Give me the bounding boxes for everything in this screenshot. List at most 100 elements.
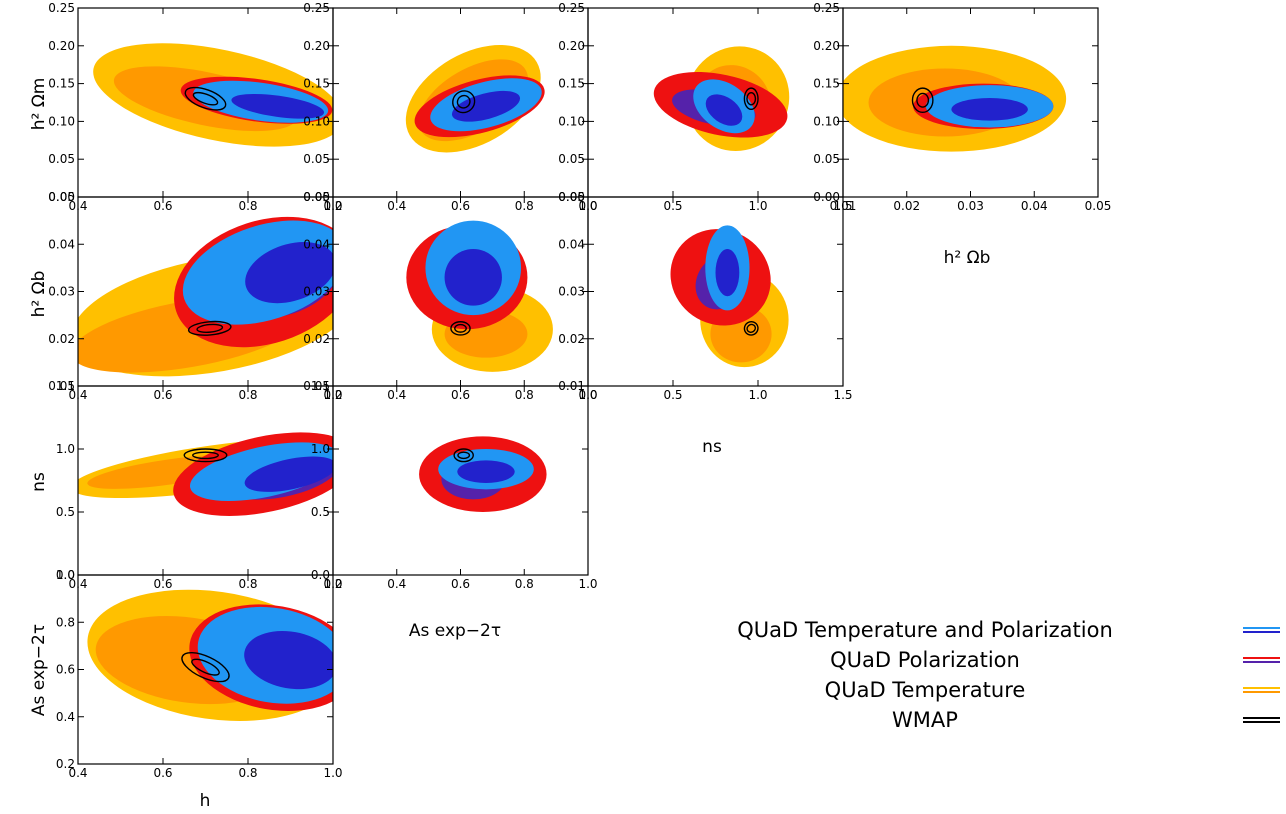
x-tick-label: 0.8 xyxy=(238,388,257,402)
legend: QUaD Temperature and Polarization QUaD Po… xyxy=(737,618,1280,732)
panel-h-vs-ns: 0.4 0.6 0.8 1.00.00.51.01.5 xyxy=(56,379,343,591)
y-tick-label: 0.25 xyxy=(303,1,330,15)
y-tick-label: 0.15 xyxy=(303,77,330,91)
x-label-ns: ns xyxy=(702,437,722,457)
y-tick-label: 1.0 xyxy=(311,442,330,456)
y-tick-label: 0.15 xyxy=(558,77,585,91)
region-wmap-68 xyxy=(196,323,224,333)
region-quad-temperature-and-polarization-68 xyxy=(244,630,333,690)
x-tick-label: 0.05 xyxy=(1085,199,1112,213)
region-wmap-68 xyxy=(454,323,467,333)
region-quad-temperature-and-polarization-68 xyxy=(245,242,333,304)
y-tick-label: 0.05 xyxy=(48,152,75,166)
region-wmap-95 xyxy=(187,320,232,336)
y-tick-label: 1.5 xyxy=(56,379,75,393)
x-tick-label: 0.8 xyxy=(238,199,257,213)
x-tick-label: 0.4 xyxy=(387,199,406,213)
panel-ns-vs-omega_m: 0.0 0.5 1.0 1.50.000.050.100.150.200.25 xyxy=(558,1,852,213)
x-label-As: As exp−2τ xyxy=(409,621,501,641)
x-tick-label: 0.6 xyxy=(153,388,172,402)
y-tick-label: 0.05 xyxy=(558,190,585,204)
region-quad-temperature-and-polarization-68 xyxy=(231,93,325,119)
legend-entry: QUaD Temperature xyxy=(825,678,1280,702)
region-wmap-95 xyxy=(450,321,471,336)
y-tick-label: 1.0 xyxy=(56,442,75,456)
region-quad-temperature-and-polarization-68 xyxy=(451,90,521,122)
labels-layer: h² Ωm h² Ωb ns As exp−2τ h As exp−2τ ns … xyxy=(29,78,990,811)
y-tick-label: 0.02 xyxy=(303,332,330,346)
x-tick-label: 0.8 xyxy=(515,199,534,213)
region-quad-temperature-and-polarization-68 xyxy=(705,94,743,126)
y-tick-label: 0.2 xyxy=(56,757,75,771)
y-tick-label: 0.25 xyxy=(558,1,585,15)
legend-label: QUaD Temperature xyxy=(825,678,1026,702)
y-label-ns: ns xyxy=(29,472,49,492)
panels-layer: 0.4 0.6 0.8 1.00.000.050.100.150.200.250.2 0… xyxy=(48,1,1111,780)
y-tick-label: 0.04 xyxy=(48,237,75,251)
region-quad-temperature-and-polarization-68 xyxy=(444,248,502,306)
y-tick-label: 0.05 xyxy=(303,152,330,166)
region-wmap-95 xyxy=(452,90,476,114)
region-wmap-68 xyxy=(192,451,219,460)
y-tick-label: 0.05 xyxy=(303,190,330,204)
x-tick-label: 1.0 xyxy=(578,577,597,591)
y-label-omega-m: h² Ωm xyxy=(29,78,49,131)
y-tick-label: 0.15 xyxy=(48,77,75,91)
panel-omega_b-vs-omega_m: 0.01 0.02 0.03 0.04 0.050.000.050.100.150.20… xyxy=(813,1,1111,213)
panel-As-vs-omega_m: 0.2 0.4 0.6 0.8 1.00.000.050.100.150.200.25 xyxy=(303,1,597,213)
legend-entry: QUaD Temperature and Polarization xyxy=(737,618,1280,642)
x-label-h: h xyxy=(200,791,211,811)
y-tick-label: 0.03 xyxy=(558,285,585,299)
y-tick-label: 1.5 xyxy=(311,379,330,393)
region-wmap-68 xyxy=(916,92,930,108)
y-tick-label: 0.04 xyxy=(558,237,585,251)
y-label-As: As exp−2τ xyxy=(29,624,49,716)
region-wmap-68 xyxy=(192,91,219,106)
x-tick-label: 0.6 xyxy=(153,766,172,780)
y-tick-label: 0.6 xyxy=(56,663,75,677)
y-tick-label: 0.20 xyxy=(303,39,330,53)
y-label-omega-b: h² Ωb xyxy=(29,271,49,318)
panel-As-vs-ns: 0.2 0.4 0.6 0.8 1.00.00.51.01.5 xyxy=(311,379,598,591)
x-tick-label: 0.04 xyxy=(1021,199,1048,213)
x-tick-label: 0.6 xyxy=(451,199,470,213)
x-tick-label: 0.6 xyxy=(451,577,470,591)
legend-label: QUaD Temperature and Polarization xyxy=(737,618,1113,642)
y-tick-label: 0.02 xyxy=(48,332,75,346)
y-tick-label: 0.25 xyxy=(813,1,840,15)
x-tick-label: 0.5 xyxy=(663,199,682,213)
x-tick-label: 0.5 xyxy=(663,388,682,402)
y-tick-label: 0.15 xyxy=(813,77,840,91)
y-tick-label: 0.10 xyxy=(813,114,840,128)
region-wmap-95 xyxy=(911,87,934,114)
region-quad-temperature-and-polarization-68 xyxy=(244,456,333,492)
y-tick-label: 0.20 xyxy=(48,39,75,53)
y-tick-label: 0.0 xyxy=(56,568,75,582)
x-tick-label: 1.5 xyxy=(833,388,852,402)
panel-As-vs-omega_b: 0.2 0.4 0.6 0.8 1.00.010.020.030.040.05 xyxy=(303,190,597,402)
panel-h-vs-omega_m: 0.4 0.6 0.8 1.00.000.050.100.150.200.25 xyxy=(48,1,342,213)
x-tick-label: 0.4 xyxy=(387,577,406,591)
legend-entry: QUaD Polarization xyxy=(830,648,1280,672)
x-tick-label: 0.4 xyxy=(387,388,406,402)
y-tick-label: 0.10 xyxy=(48,114,75,128)
y-tick-label: 0.10 xyxy=(303,114,330,128)
y-tick-label: 0.03 xyxy=(303,285,330,299)
region-wmap-68 xyxy=(191,658,220,676)
x-tick-label: 0.6 xyxy=(451,388,470,402)
region-wmap-68 xyxy=(746,323,757,333)
panel-ns-vs-omega_b: 0.0 0.5 1.0 1.50.010.020.030.040.05 xyxy=(558,190,852,402)
y-tick-label: 0.01 xyxy=(48,379,75,393)
x-label-omega-b: h² Ωb xyxy=(944,248,991,268)
y-tick-label: 0.10 xyxy=(558,114,585,128)
y-tick-label: 1.0 xyxy=(56,568,75,582)
y-tick-label: 0.05 xyxy=(813,152,840,166)
region-wmap-95 xyxy=(181,651,230,683)
x-tick-label: 0.8 xyxy=(238,766,257,780)
x-tick-label: 1.0 xyxy=(323,766,342,780)
region-quad-temperature-and-polarization-68 xyxy=(715,248,740,297)
x-tick-label: 0.8 xyxy=(515,577,534,591)
y-tick-label: 0.02 xyxy=(558,332,585,346)
region-wmap-95 xyxy=(743,87,759,111)
x-tick-label: 1.0 xyxy=(748,199,767,213)
